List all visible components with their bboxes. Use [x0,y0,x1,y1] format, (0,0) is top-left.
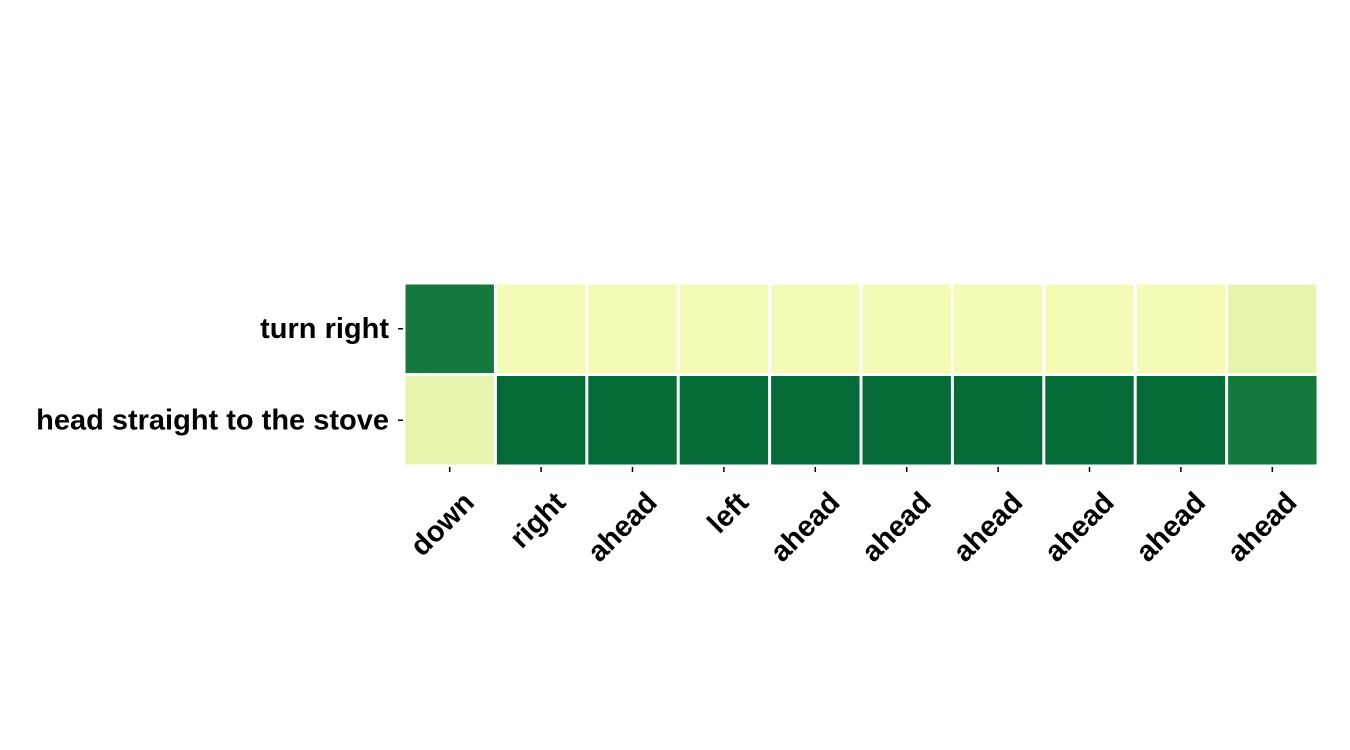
column-label-7: ahead [1039,486,1121,568]
column-label-4: ahead [764,486,846,568]
heatmap-cell-r1-c3 [679,376,769,465]
heatmap-cell-r1-c7 [1045,376,1134,465]
heatmap-cell-r0-c4 [771,284,860,373]
row-label-0: turn right [260,313,389,345]
column-labels: down right ahead left ahead ahead ahead ahead ah… [405,467,1303,568]
column-label-2: ahead [582,486,664,568]
heatmap-cell-r1-c6 [953,376,1043,465]
row-label-1: head straight to the stove [36,404,389,436]
heatmap-cell-r0-c3 [679,284,769,373]
heatmap-cell-r1-c9 [1228,376,1317,465]
heatmap-cell-r0-c9 [1228,284,1317,373]
heatmap-cell-r0-c6 [953,284,1043,373]
heatmap-cell-r1-c2 [588,376,677,465]
heatmap-cell-r1-c5 [862,376,951,465]
heatmap-cell-r1-c1 [496,376,586,465]
heatmap-cell-r0-c2 [588,284,677,373]
heatmap-cell-r1-c8 [1136,376,1226,465]
heatmap-cell-r0-c5 [862,284,951,373]
row-labels: turn right head straight to the stove [36,313,403,436]
heatmap-cell-r0-c1 [496,284,586,373]
column-label-3: left [702,486,756,540]
heatmap-cell-r0-c0 [405,284,494,373]
column-label-0: down [405,486,481,562]
heatmap-cell-r0-c7 [1045,284,1134,373]
column-label-8: ahead [1130,486,1212,568]
heatmap-cell-r0-c8 [1136,284,1226,373]
heatmap-cells [405,284,1317,465]
column-label-9: ahead [1221,486,1303,568]
heatmap-cell-r1-c0 [405,376,494,465]
column-label-1: right [504,486,572,554]
column-label-6: ahead [947,486,1029,568]
column-label-5: ahead [856,486,938,568]
heatmap-cell-r1-c4 [771,376,860,465]
